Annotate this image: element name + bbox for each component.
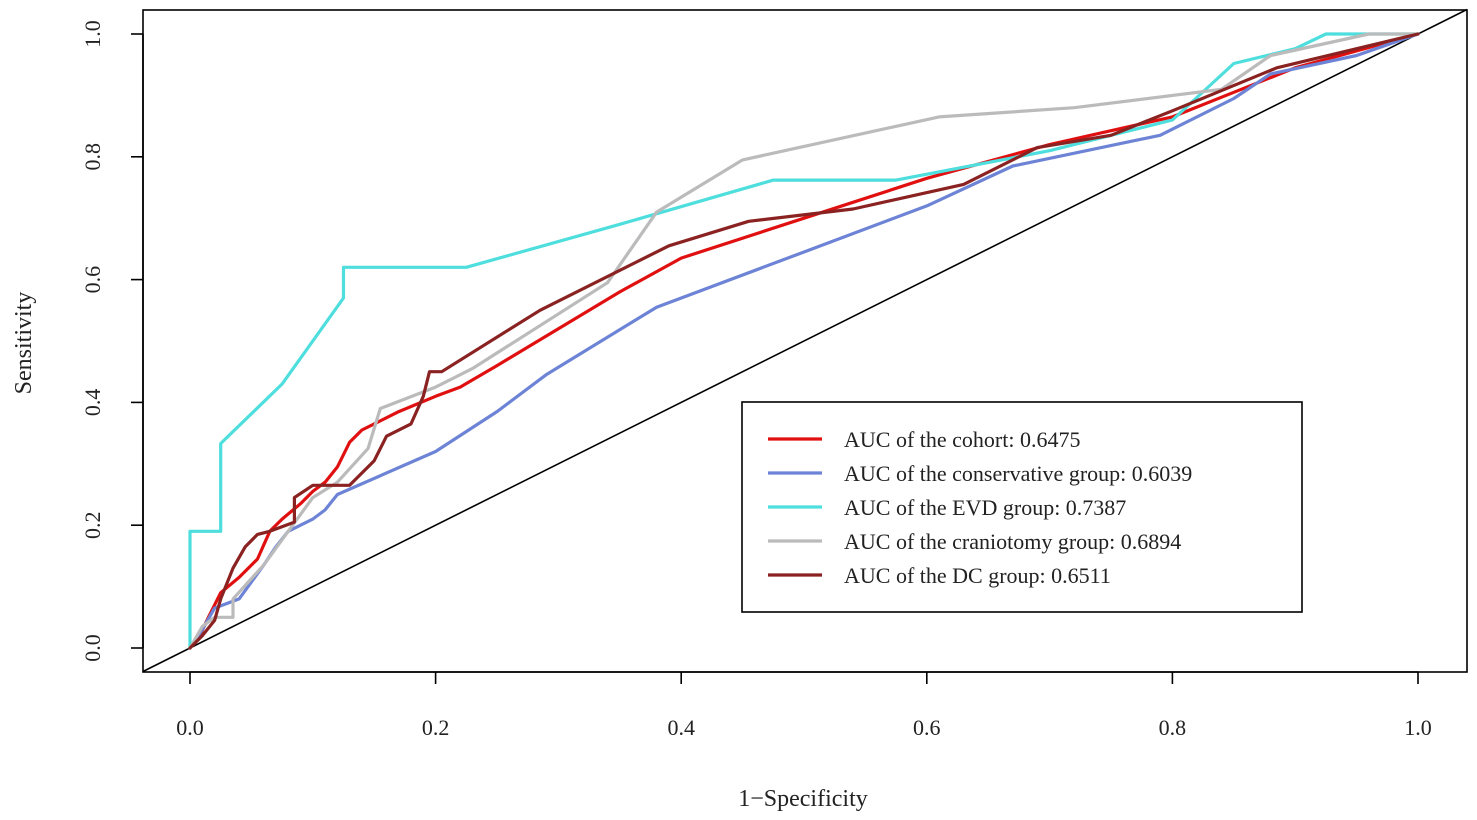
y-tick-label: 0.2 [80, 511, 105, 539]
x-tick-label: 0.4 [667, 715, 695, 740]
legend-label: AUC of the EVD group: 0.7387 [844, 495, 1126, 520]
legend-entry-cohort: AUC of the cohort: 0.6475 [768, 427, 1080, 452]
legend-label: AUC of the DC group: 0.6511 [844, 563, 1111, 588]
y-tick-label: 0.8 [80, 143, 105, 171]
series-craniotomy-line [188, 32, 1420, 650]
x-tick-label: 1.0 [1404, 715, 1432, 740]
y-tick-label: 1.0 [80, 20, 105, 48]
y-tick-label: 0.0 [80, 634, 105, 662]
y-axis: 0.0 0.2 0.4 0.6 0.8 1.0 [80, 20, 144, 662]
legend: AUC of the cohort: 0.6475 AUC of the cons… [741, 401, 1303, 613]
x-axis-title: 1−Specificity [738, 786, 868, 812]
legend-entry-craniotomy: AUC of the craniotomy group: 0.6894 [768, 529, 1181, 554]
series-layer [188, 32, 1420, 650]
y-tick-label: 0.4 [80, 389, 105, 417]
y-tick-label: 0.6 [80, 266, 105, 294]
series-dc-line [188, 32, 1420, 650]
legend-label: AUC of the craniotomy group: 0.6894 [844, 529, 1181, 554]
legend-entry-conservative: AUC of the conservative group: 0.6039 [768, 461, 1192, 486]
x-tick-label: 0.0 [176, 715, 204, 740]
x-tick-label: 0.6 [913, 715, 941, 740]
legend-box [741, 401, 1303, 613]
legend-entry-evd: AUC of the EVD group: 0.7387 [768, 495, 1126, 520]
legend-entry-dc: AUC of the DC group: 0.6511 [768, 563, 1111, 588]
y-axis-title: Sensitivity [11, 292, 37, 395]
reference-diagonal-line [142, 8, 1468, 673]
legend-label: AUC of the conservative group: 0.6039 [844, 461, 1192, 486]
x-axis: 0.0 0.2 0.4 0.6 0.8 1.0 [176, 671, 1432, 740]
x-tick-label: 0.8 [1159, 715, 1187, 740]
series-evd-line [188, 32, 1420, 650]
legend-label: AUC of the cohort: 0.6475 [844, 427, 1080, 452]
x-tick-label: 0.2 [422, 715, 450, 740]
